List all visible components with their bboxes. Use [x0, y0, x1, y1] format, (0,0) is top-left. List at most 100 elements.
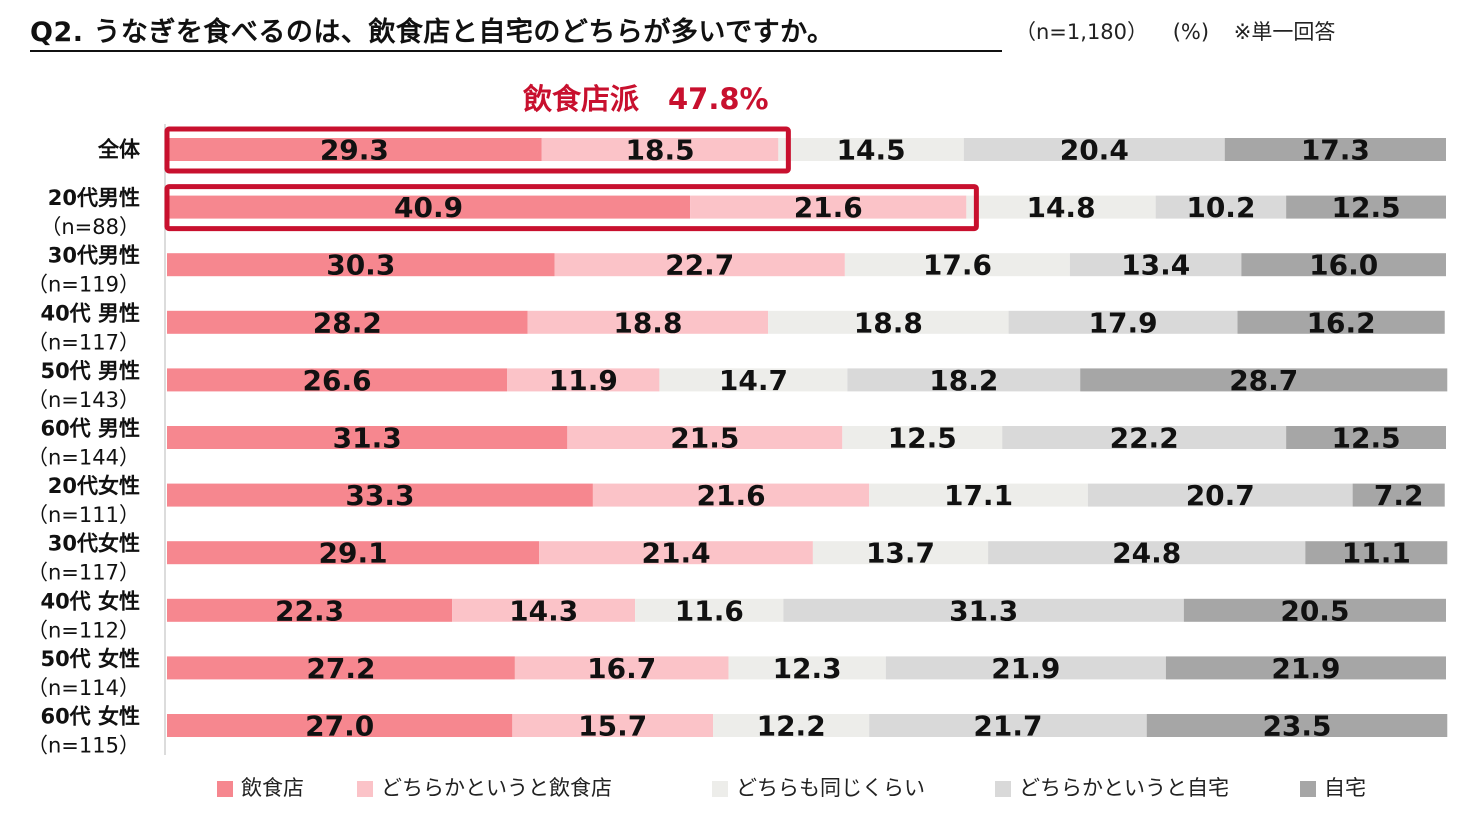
- bar-segment: [527, 310, 769, 334]
- bar-segment: [847, 368, 1081, 392]
- data-label: 14.7: [719, 364, 788, 397]
- chart-title: Q2. うなぎを食べるのは、飲食店と自宅のどちらが多いですか。: [30, 17, 835, 48]
- bar-segment: [1183, 598, 1446, 622]
- bar-segment: [1241, 253, 1446, 277]
- data-label: 21.6: [794, 191, 863, 224]
- legend-label: 自宅: [1324, 776, 1366, 800]
- legend-item: 自宅: [1300, 772, 1366, 802]
- category-n: （n=88）: [40, 215, 140, 239]
- bar-segment: [539, 541, 813, 565]
- data-label: 21.6: [696, 479, 765, 512]
- legend-label: どちらも同じくらい: [736, 776, 925, 800]
- bar-segment: [659, 368, 848, 392]
- bar-segment: [966, 195, 1156, 219]
- bar-segment: [1146, 714, 1448, 737]
- bar-segment: [592, 483, 870, 507]
- bar-segment: [167, 253, 555, 277]
- data-label: 30.3: [326, 249, 395, 282]
- data-label: 17.9: [1089, 306, 1158, 339]
- data-label: 22.7: [665, 249, 734, 282]
- data-label: 12.5: [1332, 422, 1401, 455]
- category-label: 20代女性: [48, 474, 140, 498]
- legend-swatch: [217, 781, 233, 797]
- data-label: 26.6: [303, 364, 372, 397]
- data-label: 21.9: [1271, 652, 1340, 685]
- data-label: 21.4: [641, 537, 710, 570]
- bar-segment: [1305, 541, 1448, 565]
- legend-label: 飲食店: [241, 776, 304, 800]
- data-label: 18.5: [626, 134, 695, 167]
- category-label: 50代 男性: [40, 359, 140, 383]
- legend-item: 飲食店: [217, 772, 304, 802]
- data-label: 13.4: [1121, 249, 1190, 282]
- data-label: 16.0: [1309, 249, 1378, 282]
- legend-swatch: [712, 781, 728, 797]
- data-label: 29.3: [320, 134, 389, 167]
- data-label: 11.1: [1342, 537, 1411, 570]
- bar-segment: [512, 714, 714, 737]
- bar-segment: [1069, 253, 1242, 277]
- data-label: 16.2: [1307, 306, 1376, 339]
- data-label: 18.2: [929, 364, 998, 397]
- bar-segment: [554, 253, 845, 277]
- data-label: 20.4: [1060, 134, 1129, 167]
- bar-segment: [842, 426, 1003, 449]
- legend-item: どちらかというと自宅: [995, 772, 1229, 802]
- data-label: 11.6: [675, 594, 744, 627]
- category-n: （n=115）: [27, 734, 140, 758]
- category-n: （n=143）: [27, 388, 140, 412]
- bar-segment: [1286, 195, 1446, 219]
- category-n: （n=144）: [27, 446, 140, 470]
- category-label: 20代男性: [48, 186, 140, 210]
- highlight-box: [164, 184, 979, 232]
- data-label: 20.7: [1186, 479, 1255, 512]
- data-label: 29.1: [319, 537, 388, 570]
- bar-segment: [690, 195, 967, 219]
- callout-label: 飲食店派 47.8%: [523, 82, 769, 116]
- bar-segment: [1224, 138, 1446, 161]
- category-label: 全体: [97, 138, 141, 162]
- bar-segment: [869, 483, 1088, 507]
- bar-segment: [713, 714, 870, 737]
- category-label: 60代 女性: [40, 705, 140, 729]
- highlight-box: [164, 126, 791, 174]
- data-label: 14.5: [837, 134, 906, 167]
- data-label: 16.7: [587, 652, 656, 685]
- bar-segment: [514, 656, 729, 680]
- bar-segment: [167, 598, 453, 622]
- legend-swatch: [1300, 781, 1316, 797]
- data-label: 21.7: [973, 710, 1042, 743]
- category-label: 40代 女性: [40, 589, 140, 613]
- bar-segment: [1080, 368, 1448, 392]
- data-label: 20.5: [1280, 594, 1349, 627]
- data-label: 12.5: [888, 422, 957, 455]
- bar-segment: [778, 138, 964, 161]
- category-label: 50代 女性: [40, 647, 140, 671]
- data-label: 7.2: [1374, 479, 1424, 512]
- bar-segment: [635, 598, 784, 622]
- bar-segment: [1352, 483, 1445, 507]
- data-label: 22.2: [1110, 422, 1179, 455]
- bar-segment: [1286, 426, 1446, 449]
- category-label: 30代男性: [48, 244, 140, 268]
- bar-segment: [167, 368, 508, 392]
- data-label: 17.3: [1301, 134, 1370, 167]
- category-label: 60代 男性: [40, 417, 140, 441]
- bar-segment: [1165, 656, 1446, 680]
- data-label: 27.0: [305, 710, 374, 743]
- bar-segment: [1002, 426, 1287, 449]
- bar-segment: [541, 138, 779, 161]
- legend: 飲食店 どちらかというと飲食店 どちらも同じくらい どちらかというと自宅 自宅: [217, 772, 1457, 802]
- bar-segment: [167, 426, 568, 449]
- data-label: 14.3: [509, 594, 578, 627]
- legend-swatch: [995, 781, 1011, 797]
- data-label: 18.8: [613, 306, 682, 339]
- data-label: 14.8: [1026, 191, 1095, 224]
- data-label: 23.5: [1262, 710, 1331, 743]
- data-label: 12.5: [1332, 191, 1401, 224]
- data-label: 12.3: [773, 652, 842, 685]
- data-label: 40.9: [394, 191, 463, 224]
- bar-segment: [812, 541, 989, 565]
- legend-label: どちらかというと自宅: [1019, 776, 1229, 800]
